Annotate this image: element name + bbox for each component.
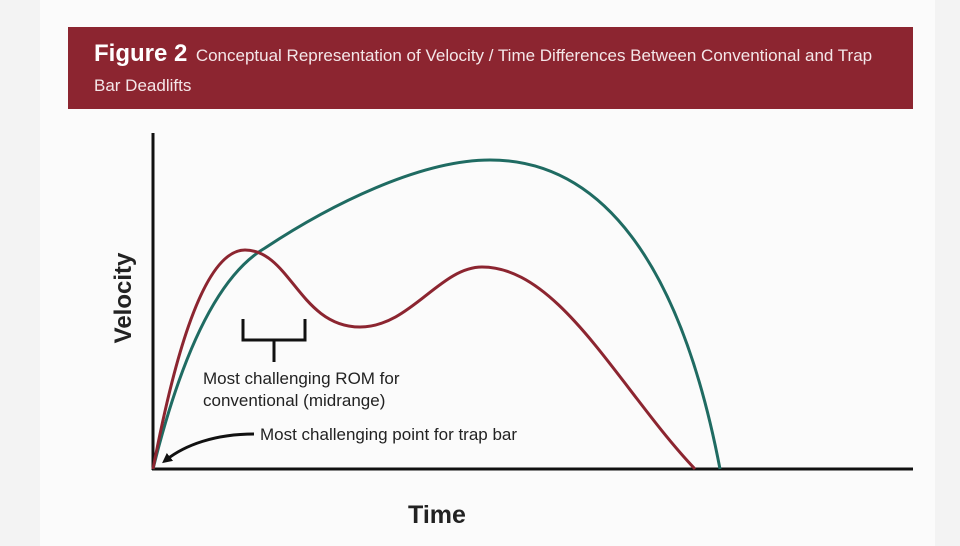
arrow [162,432,255,464]
trap-bar-curve [151,158,722,470]
figure-label: Figure 2 [94,40,188,67]
conventional-curve [151,248,697,471]
annotation-line: Most challenging point for trap bar [260,425,517,444]
annotation-line: conventional (midrange) [203,391,385,410]
figure-title: Conceptual Representation of Velocity / … [94,46,873,95]
annotation-line: Most challenging ROM for [203,369,400,388]
x-axis-label: Time [408,501,466,529]
y-axis-label: Velocity [110,252,137,343]
bracket [241,319,307,362]
header: Figure 2 Conceptual Representation of Ve… [68,27,913,109]
